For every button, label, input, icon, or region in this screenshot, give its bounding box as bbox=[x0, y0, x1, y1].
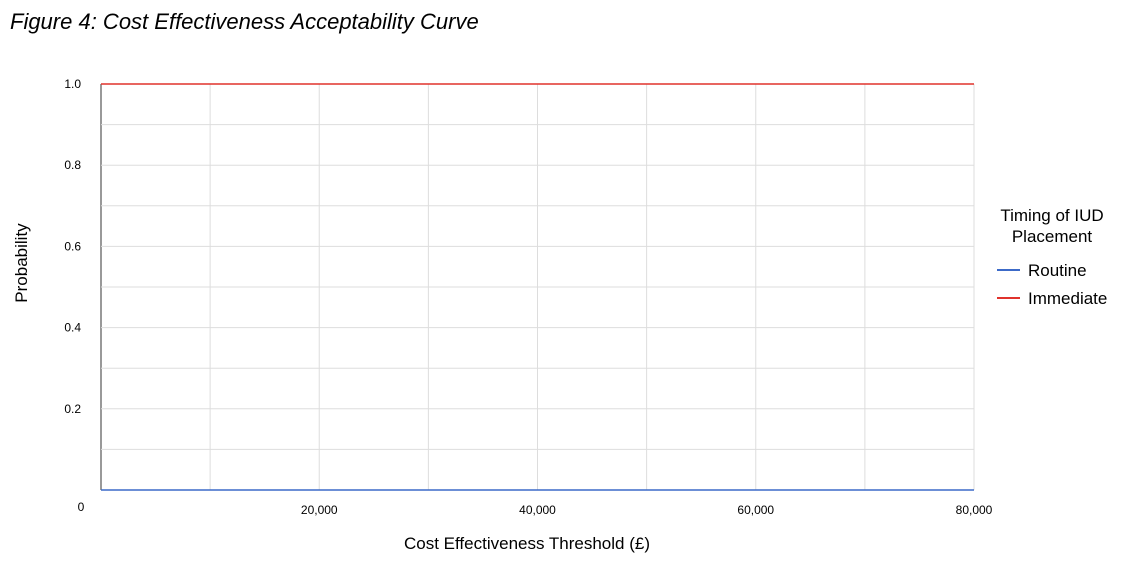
x-tick-label: 0 bbox=[78, 500, 85, 514]
y-tick-label: 0.4 bbox=[64, 321, 81, 335]
x-axis-ticks: 0 20,000 40,000 60,000 80,000 bbox=[78, 500, 993, 517]
legend-title-line: Timing of IUD bbox=[1000, 206, 1103, 225]
x-tick-label: 80,000 bbox=[956, 503, 993, 517]
y-tick-label: 0.8 bbox=[64, 158, 81, 172]
x-tick-label: 40,000 bbox=[519, 503, 556, 517]
series-lines bbox=[101, 83, 974, 491]
x-axis-title: Cost Effectiveness Threshold (£) bbox=[404, 534, 650, 553]
y-tick-label: 0.6 bbox=[64, 239, 81, 253]
y-axis-ticks: 0.2 0.4 0.6 0.8 1.0 bbox=[64, 77, 81, 416]
legend-title-line: Placement bbox=[1012, 227, 1093, 246]
x-tick-label: 20,000 bbox=[301, 503, 338, 517]
x-tick-label: 60,000 bbox=[737, 503, 774, 517]
figure-title: Figure 4: Cost Effectiveness Acceptabili… bbox=[10, 9, 479, 34]
y-axis-title: Probability bbox=[12, 223, 31, 303]
legend-label-immediate: Immediate bbox=[1028, 289, 1107, 308]
legend: Timing of IUD Placement Routine Immediate bbox=[997, 206, 1107, 308]
legend-items: Routine Immediate bbox=[997, 261, 1107, 308]
grid bbox=[100, 83, 975, 490]
legend-label-routine: Routine bbox=[1028, 261, 1087, 280]
y-tick-label: 0.2 bbox=[64, 402, 81, 416]
y-tick-label: 1.0 bbox=[64, 77, 81, 91]
